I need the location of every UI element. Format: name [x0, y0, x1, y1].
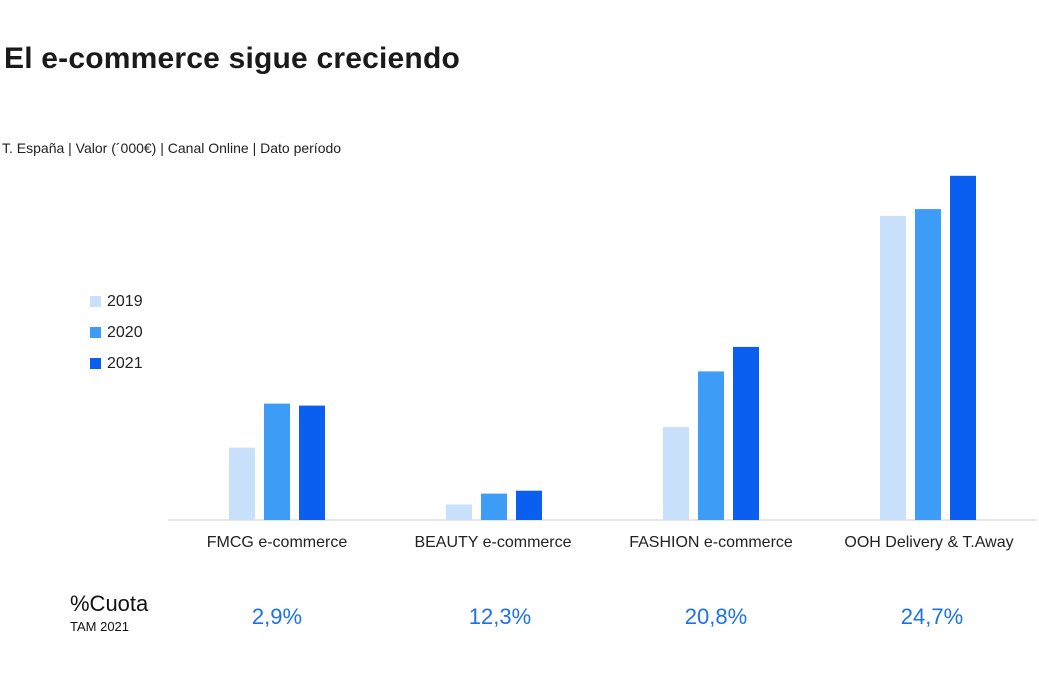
share-value: 12,3%: [468, 604, 532, 629]
legend-item-2020: 2020: [90, 317, 143, 348]
legend-swatch-2020: [90, 327, 101, 338]
legend-item-2019: 2019: [90, 286, 143, 317]
bar-2021-3: [733, 346, 759, 520]
category-label: OOH Delivery & T.Away: [844, 534, 1014, 551]
bar-2021-1: [299, 405, 325, 520]
bar-2019-2: [446, 504, 472, 520]
bar-2020-2: [481, 493, 507, 520]
legend: 2019 2020 2021: [90, 286, 143, 379]
legend-swatch-2021: [90, 358, 101, 369]
share-value: 2,9%: [251, 604, 303, 629]
chart-title: El e-commerce sigue creciendo: [4, 42, 460, 75]
bar-2020-1: [264, 403, 290, 520]
bar-2019-1: [229, 447, 255, 520]
legend-item-2021: 2021: [90, 348, 143, 379]
category-label: FMCG e-commerce: [206, 534, 348, 551]
share-title: %Cuota: [70, 591, 149, 616]
share-period: TAM 2021: [70, 619, 130, 634]
category-label: FASHION e-commerce: [629, 534, 793, 551]
chart-subtitle: T. España | Valor (´000€) | Canal Online…: [2, 140, 342, 156]
bar-2021-4: [950, 175, 976, 521]
legend-swatch-2019: [90, 296, 101, 307]
category-label: BEAUTY e-commerce: [414, 534, 572, 551]
legend-label: 2019: [107, 292, 143, 310]
share-value: 24,7%: [900, 604, 964, 629]
share-label: %Cuota TAM 2021: [70, 591, 148, 634]
legend-label: 2020: [107, 323, 143, 341]
bar-2020-4: [915, 209, 941, 520]
bar-2021-2: [516, 490, 542, 520]
bar-2019-3: [663, 427, 689, 520]
legend-label: 2021: [107, 354, 143, 372]
share-value: 20,8%: [684, 604, 748, 629]
bar-2020-3: [698, 371, 724, 520]
bar-2019-4: [880, 215, 906, 520]
